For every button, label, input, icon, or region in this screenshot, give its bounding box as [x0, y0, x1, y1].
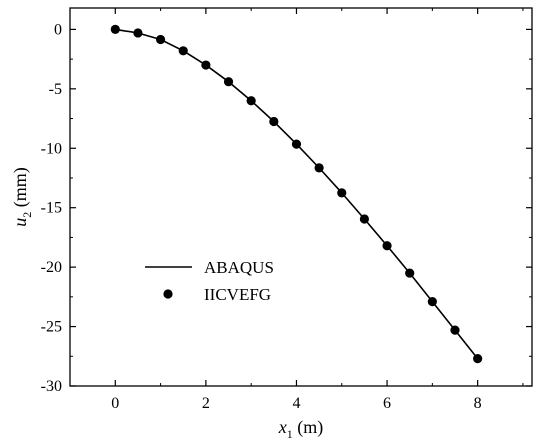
x-tick-label: 6 — [383, 395, 391, 412]
data-point-iicvefg — [473, 354, 483, 364]
x-tick-label: 8 — [474, 395, 482, 412]
y-axis-label: u2 (mm) — [10, 167, 34, 227]
y-tick-label: -20 — [41, 259, 62, 276]
series-iicvefg — [110, 24, 483, 364]
legend-swatch-iicvefg — [163, 289, 173, 299]
y-tick-label: -30 — [41, 378, 62, 395]
x-tick-label: 4 — [292, 395, 300, 412]
data-point-iicvefg — [223, 77, 234, 87]
data-point-iicvefg — [246, 96, 256, 106]
data-point-iicvefg — [405, 268, 415, 278]
y-tick-label: -15 — [41, 200, 62, 217]
y-tick-label: -10 — [41, 140, 62, 157]
y-tick-label: 0 — [54, 21, 62, 38]
data-point-iicvefg — [314, 163, 324, 173]
data-point-iicvefg — [337, 188, 347, 198]
data-point-iicvefg — [201, 60, 211, 70]
legend-label-iicvefg: IICVEFG — [204, 285, 271, 304]
x-tick-label: 2 — [202, 395, 210, 412]
data-point-iicvefg — [133, 28, 143, 38]
x-axis-label: x1 (m) — [278, 417, 324, 441]
data-point-iicvefg — [110, 24, 120, 34]
x-tick-label: 0 — [111, 395, 119, 412]
data-point-iicvefg — [427, 297, 437, 307]
data-point-iicvefg — [450, 325, 460, 335]
data-point-iicvefg — [178, 46, 188, 56]
legend-label-abaqus: ABAQUS — [204, 258, 274, 277]
data-point-iicvefg — [359, 214, 370, 224]
legend: ABAQUS IICVEFG — [145, 258, 274, 304]
plot-frame — [69, 7, 533, 387]
data-point-iicvefg — [291, 139, 302, 149]
axis-ticks: 0 2 4 6 8 0 -5 -10 -15 -20 -25 -30 — [41, 8, 532, 412]
y-tick-label: -5 — [49, 81, 62, 98]
data-point-iicvefg — [269, 116, 279, 127]
data-point-iicvefg — [382, 241, 392, 251]
data-point-iicvefg — [155, 34, 166, 45]
y-tick-label: -25 — [41, 319, 62, 336]
